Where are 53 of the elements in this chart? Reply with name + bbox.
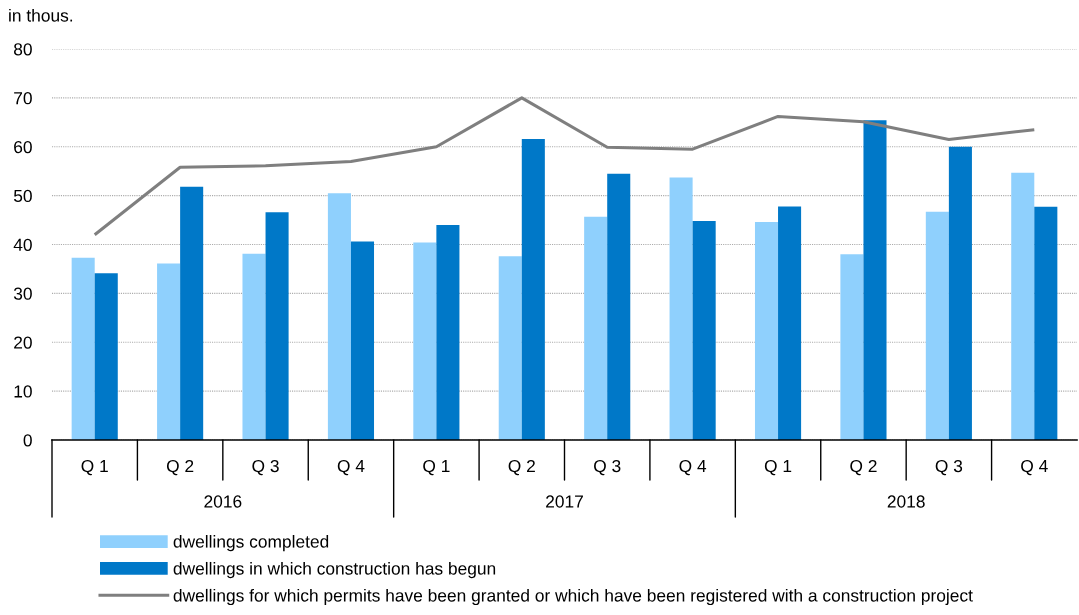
bar [94, 273, 118, 440]
text: 2017 [546, 495, 583, 508]
x-tick-label: Q 4 [337, 459, 365, 476]
legend-label: dwellings in which construction has begun [173, 561, 496, 579]
bar [778, 206, 802, 440]
x-tick-label: Q 3 [252, 459, 279, 476]
x-tick-label: Q 2 [850, 459, 877, 476]
bar [436, 224, 460, 440]
y-axis-title: in thous. [9, 8, 73, 22]
y-tick-label: 10 [14, 385, 32, 398]
line-series [93, 96, 1036, 237]
y-tick-label: 80 [14, 43, 32, 56]
legend-label: dwellings for which permits have been granted or which have been registered with a construction project [173, 588, 973, 606]
bar [669, 177, 693, 440]
text: 2016 [204, 495, 242, 508]
bar [350, 241, 375, 440]
y-tick-label: 30 [13, 287, 32, 300]
x-tick-label: Q 1 [764, 459, 792, 476]
bar [1011, 172, 1035, 440]
bar [498, 256, 522, 440]
text: 2018 [887, 495, 925, 508]
bar [1034, 206, 1058, 440]
y-tick-label: 50 [13, 189, 32, 203]
x-tick-label: Q 1 [81, 459, 108, 476]
x-tick-label: Q 3 [935, 459, 963, 476]
bar [863, 120, 887, 440]
bar [607, 173, 631, 440]
bar [265, 212, 289, 440]
x-tick-label: Q 2 [166, 459, 194, 476]
bar [840, 254, 864, 440]
bar [948, 146, 972, 440]
x-tick-label: Q 3 [594, 459, 621, 476]
y-tick-label: 60 [14, 140, 32, 154]
y-tick-label: 70 [14, 92, 32, 105]
bar [413, 242, 437, 440]
y-tick-label: 20 [14, 336, 32, 349]
legend-label: dwellings completed [173, 535, 329, 552]
bar [925, 211, 949, 440]
bar [521, 138, 545, 440]
x-tick-label: Q 1 [423, 459, 450, 476]
x-tick-label: Q 4 [679, 459, 707, 476]
x-tick-label: Q 4 [1021, 459, 1048, 476]
x-tick-label: Q 2 [508, 459, 535, 476]
y-tick-label: 0 [23, 434, 32, 447]
bar [327, 193, 351, 440]
bar [754, 222, 779, 440]
bar [584, 216, 608, 440]
y-tick-label: 40 [13, 238, 32, 251]
bar [180, 186, 204, 440]
bar [157, 263, 181, 440]
bar [71, 257, 95, 440]
bar [692, 221, 716, 440]
bar [242, 253, 266, 440]
